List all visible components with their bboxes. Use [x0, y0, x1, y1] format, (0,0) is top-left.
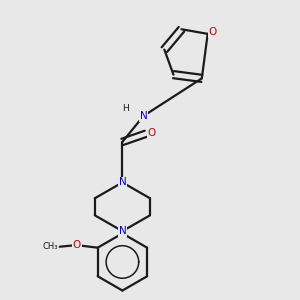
Text: N: N [118, 226, 126, 236]
Text: CH₃: CH₃ [43, 242, 58, 251]
Text: H: H [122, 104, 129, 113]
Text: N: N [118, 178, 126, 188]
Text: N: N [140, 111, 147, 121]
Text: O: O [208, 27, 217, 37]
Text: O: O [148, 128, 156, 138]
Text: O: O [73, 240, 81, 250]
